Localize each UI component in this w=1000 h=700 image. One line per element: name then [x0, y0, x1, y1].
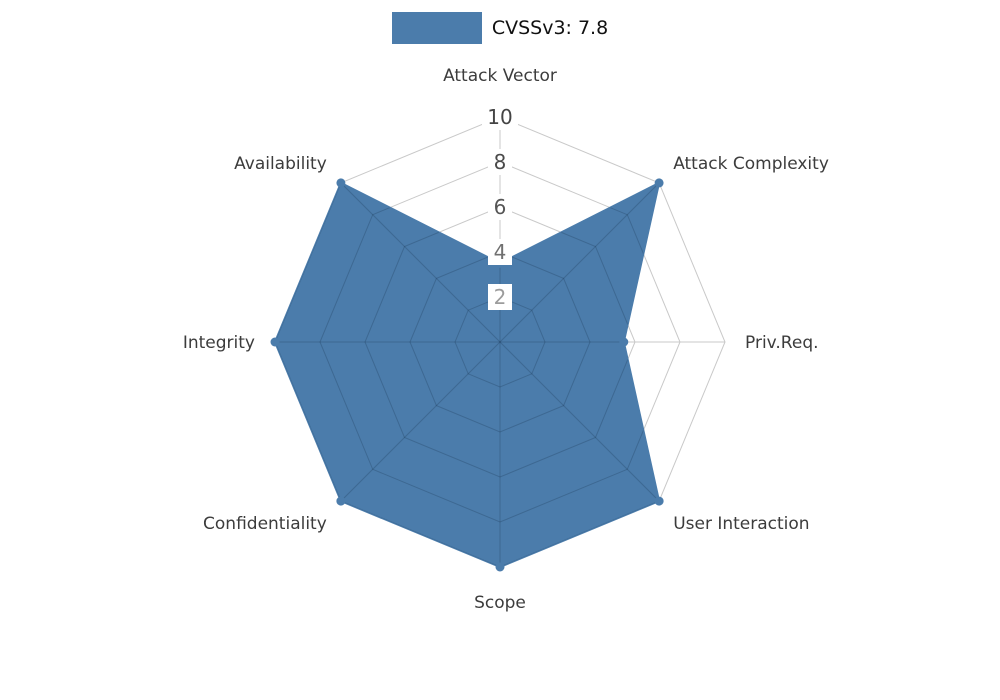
tick-label-bg: [482, 104, 518, 130]
tick-label: 6: [494, 195, 507, 219]
legend: CVSSv3: 7.8: [0, 12, 1000, 44]
tick-label-bg: [488, 149, 512, 175]
axis-label: User Interaction: [673, 514, 809, 534]
axis-label: Integrity: [183, 333, 255, 353]
legend-swatch: [391, 12, 482, 44]
inner-grid-ring: [364, 206, 636, 478]
axis-label: Scope: [474, 593, 526, 613]
vertex-marker: [336, 178, 346, 188]
vertex-marker: [336, 496, 346, 506]
axis-label: Availability: [234, 154, 327, 174]
tick-label-bg: [488, 284, 512, 310]
inner-grid-spoke: [499, 182, 660, 343]
inner-grid-ring: [409, 251, 591, 433]
vertex-marker: [495, 562, 505, 572]
tick-label: 2: [494, 285, 507, 309]
inner-grid-spoke: [340, 182, 501, 343]
inner-grid-spoke: [499, 341, 660, 502]
tick-label-bg: [488, 194, 512, 220]
vertex-marker: [270, 337, 280, 347]
axis-label: Attack Vector: [443, 66, 557, 86]
vertex-marker: [619, 337, 629, 347]
tick-label: 8: [494, 150, 507, 174]
tick-label-bg: [488, 239, 512, 265]
vertex-marker: [654, 496, 664, 506]
axis-label: Confidentiality: [203, 514, 327, 534]
inner-grid-ring: [454, 296, 546, 388]
legend-label: CVSSv3: 7.8: [491, 17, 609, 39]
tick-label: 4: [494, 240, 507, 264]
axis-label: Priv.Req.: [745, 333, 819, 353]
tick-label: 10: [487, 105, 512, 129]
inner-grid-spoke: [340, 341, 501, 502]
vertex-marker: [654, 178, 664, 188]
axis-label: Attack Complexity: [673, 154, 829, 174]
